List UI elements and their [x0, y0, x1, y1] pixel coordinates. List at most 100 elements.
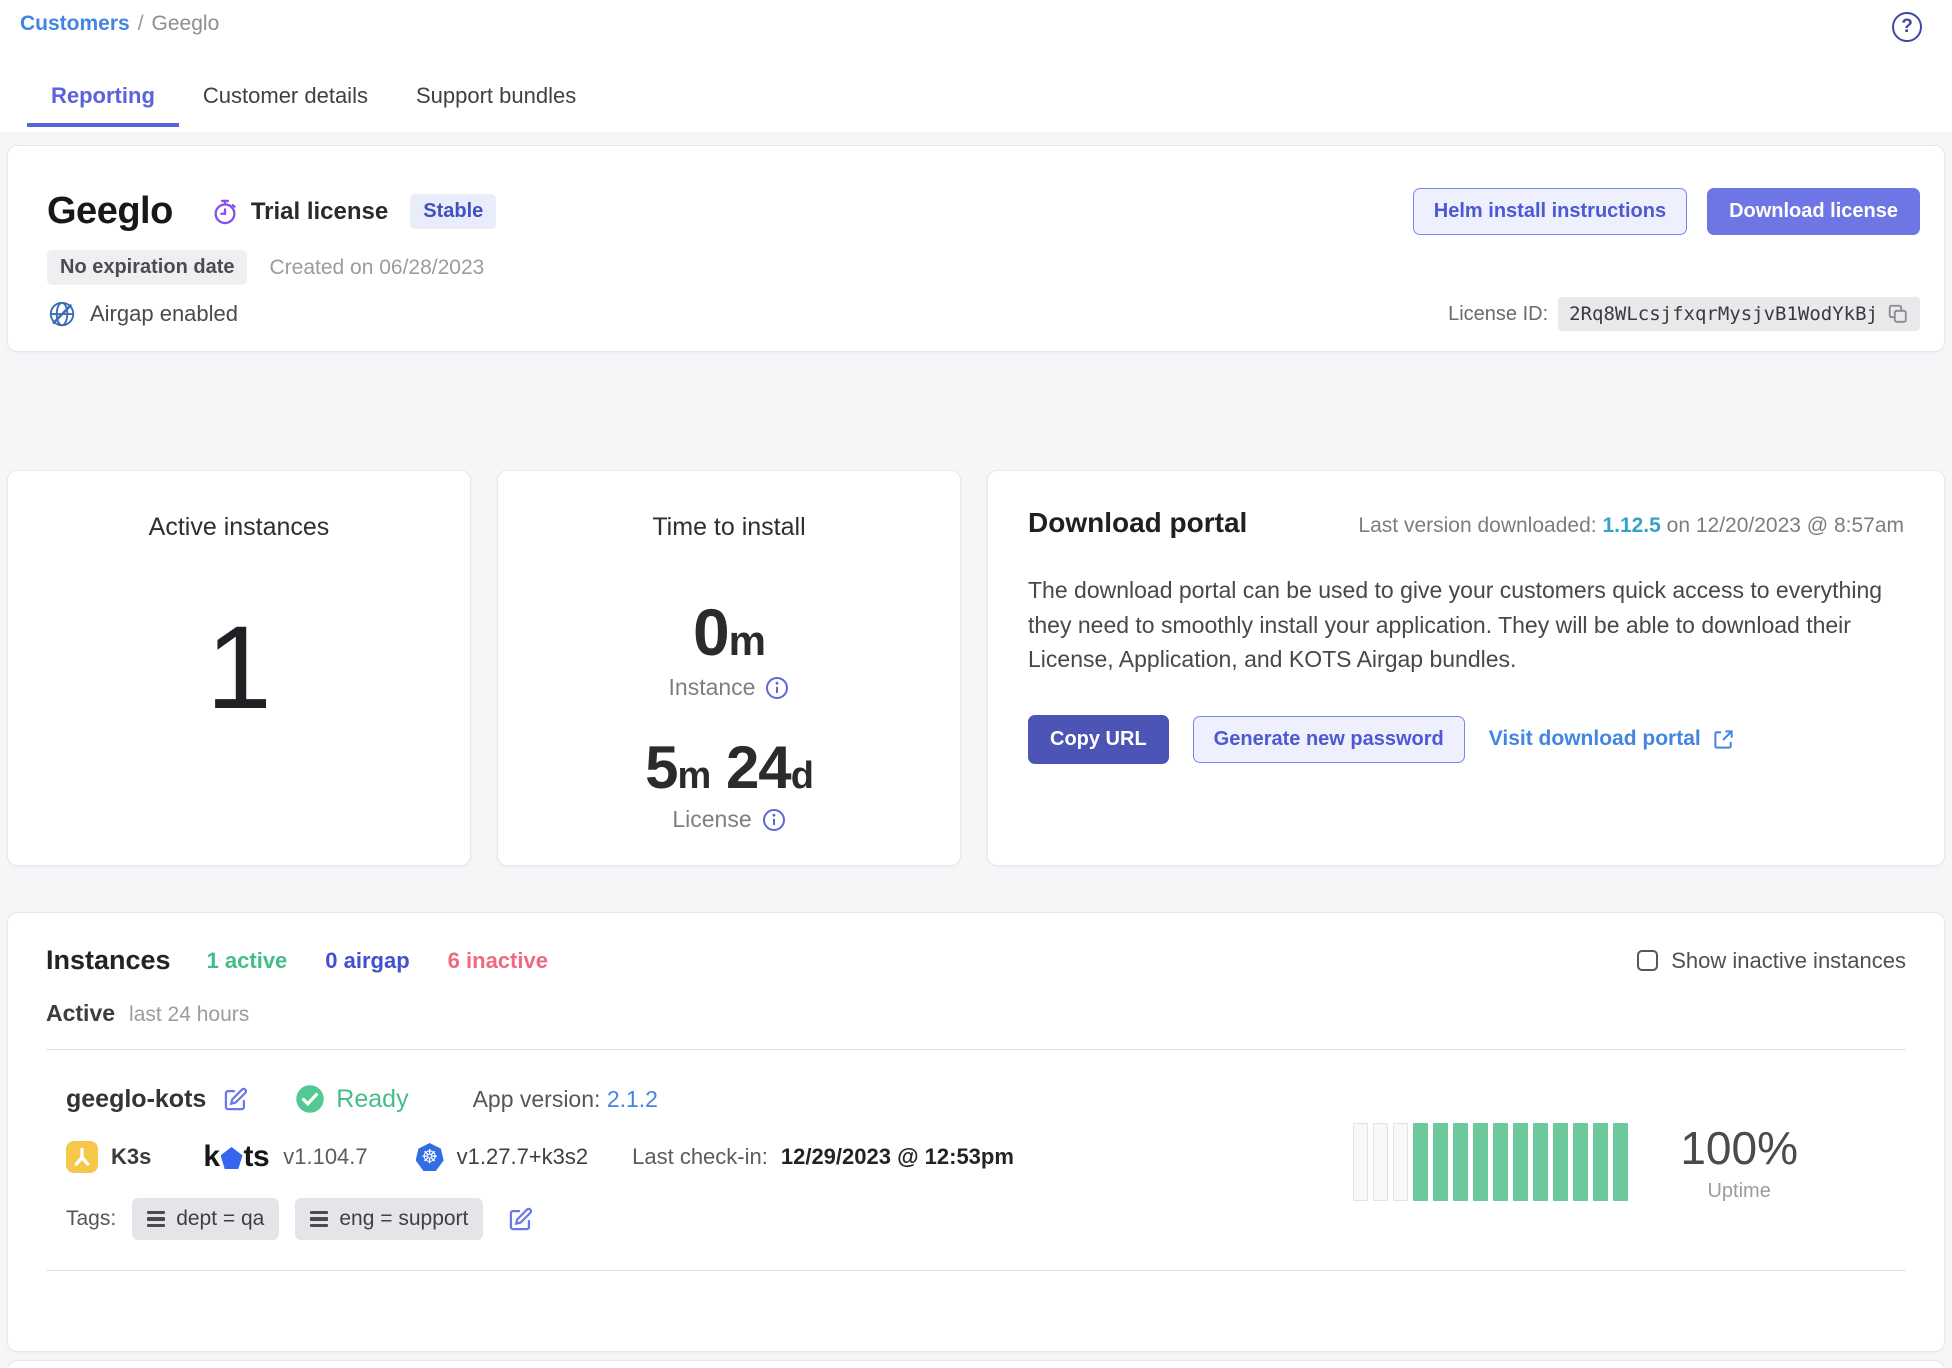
license-install-time: 5m 24d — [645, 734, 814, 801]
uptime-bar-up — [1613, 1123, 1629, 1201]
license-id-chip: 2Rq8WLcsjfxqrMysjvB1WodYkBj — [1558, 297, 1920, 331]
uptime-bar-empty — [1373, 1123, 1389, 1201]
tab-reporting[interactable]: Reporting — [27, 73, 179, 127]
k3s-icon — [66, 1141, 98, 1173]
show-inactive-toggle[interactable]: Show inactive instances — [1637, 948, 1906, 974]
generate-new-password-button[interactable]: Generate new password — [1192, 715, 1465, 763]
active-section-label: Active — [46, 1000, 116, 1026]
breadcrumb-customers-link[interactable]: Customers — [20, 12, 130, 35]
helm-install-instructions-button[interactable]: Helm install instructions — [1412, 188, 1688, 235]
uptime-value: 100% — [1680, 1122, 1798, 1174]
uptime-bar-up — [1533, 1123, 1549, 1201]
help-icon[interactable]: ? — [1892, 12, 1922, 42]
edit-instance-name-icon[interactable] — [222, 1086, 249, 1113]
customer-header-card: Geeglo Trial license Stable Helm install… — [7, 145, 1945, 352]
kots-version: v1.104.7 — [283, 1144, 368, 1169]
tab-customer-details[interactable]: Customer details — [202, 83, 368, 108]
tag-bars-icon — [147, 1210, 166, 1228]
kubernetes-icon: ☸ — [415, 1143, 444, 1171]
uptime-bar-empty — [1393, 1123, 1409, 1201]
instances-title: Instances — [46, 945, 171, 975]
channel-badge: Stable — [410, 194, 497, 229]
instance-row: geeglo-kots Ready App ve — [46, 1050, 1906, 1240]
license-id-value: 2Rq8WLcsjfxqrMysjvB1WodYkBj — [1569, 303, 1878, 325]
visit-download-portal-link[interactable]: Visit download portal — [1489, 727, 1735, 751]
active-instances-value: 1 — [206, 602, 272, 734]
tag-label: dept = qa — [176, 1207, 265, 1230]
info-icon[interactable] — [765, 676, 789, 700]
download-license-button[interactable]: Download license — [1707, 188, 1920, 235]
uptime-bar-up — [1493, 1123, 1509, 1201]
check-circle-icon — [295, 1084, 325, 1114]
license-type: Trial license — [211, 198, 388, 226]
external-link-icon — [1712, 728, 1735, 751]
top-bar: Customers / Geeglo ? Reporting Customer de… — [0, 0, 1952, 132]
uptime-label: Uptime — [1707, 1180, 1771, 1202]
tags-label: Tags: — [66, 1207, 117, 1230]
uptime-bar-up — [1453, 1123, 1469, 1201]
download-portal-title: Download portal — [1028, 507, 1248, 538]
time-to-install-title: Time to install — [652, 513, 806, 541]
copy-icon[interactable] — [1887, 303, 1909, 325]
tag-chip: eng = support — [295, 1198, 484, 1240]
license-type-label: Trial license — [250, 197, 389, 225]
kots-o-glyph — [220, 1147, 243, 1169]
uptime-bar-up — [1513, 1123, 1529, 1201]
instances-card: Instances 1 active 0 airgap 6 inactive S… — [7, 912, 1945, 1352]
uptime-bar-empty — [1353, 1123, 1369, 1201]
instance-status-label: Ready — [336, 1084, 409, 1113]
kots-logo: k ts — [203, 1140, 270, 1173]
active-count: 1 active — [206, 947, 288, 973]
last-checkin-value: 12/29/2023 @ 12:53pm — [780, 1144, 1014, 1169]
tab-bar: Reporting Customer details Support bundl… — [20, 73, 1928, 127]
airgap-label: Airgap enabled — [90, 301, 239, 326]
info-icon[interactable] — [762, 808, 786, 832]
uptime-bars — [1353, 1123, 1629, 1201]
airgap-status: Airgap enabled — [47, 299, 238, 329]
airgap-count: 0 airgap — [325, 947, 410, 973]
uptime-bar-up — [1593, 1123, 1609, 1201]
uptime-bar-up — [1413, 1123, 1429, 1201]
uptime-bar-up — [1573, 1123, 1589, 1201]
uptime-bar-up — [1433, 1123, 1449, 1201]
instance-install-label: Instance — [668, 674, 756, 700]
distribution-label: K3s — [111, 1144, 152, 1169]
instance-name: geeglo-kots — [66, 1084, 207, 1113]
show-inactive-label: Show inactive instances — [1671, 947, 1906, 973]
active-instances-card: Active instances 1 — [7, 470, 471, 866]
show-inactive-checkbox[interactable] — [1637, 950, 1659, 971]
app-version-label: App version: — [472, 1085, 601, 1112]
breadcrumb-separator: / — [137, 12, 144, 35]
edit-tags-icon[interactable] — [507, 1206, 534, 1233]
instance-install-time: 0m — [692, 595, 766, 669]
breadcrumb-current: Geeglo — [151, 12, 220, 35]
tag-chip: dept = qa — [132, 1198, 280, 1240]
globe-slash-icon — [47, 299, 77, 329]
created-date: Created on 06/28/2023 — [269, 255, 485, 279]
app-version-link[interactable]: 2.1.2 — [606, 1085, 658, 1112]
kubernetes-version: v1.27.7+k3s2 — [456, 1144, 589, 1169]
last-version-link[interactable]: 1.12.5 — [1602, 514, 1661, 537]
tag-bars-icon — [310, 1210, 329, 1228]
divider — [46, 1049, 1906, 1050]
license-id-label: License ID: — [1448, 302, 1549, 325]
tab-support-bundles[interactable]: Support bundles — [415, 83, 577, 108]
customer-name: Geeglo — [47, 190, 173, 232]
uptime-bar-up — [1473, 1123, 1489, 1201]
uptime-summary: 100% Uptime — [1680, 1121, 1798, 1203]
download-portal-card: Download portal Last version downloaded:… — [987, 470, 1945, 866]
last-checkin-label: Last check-in: — [632, 1144, 768, 1169]
license-install-label: License — [672, 806, 752, 832]
time-to-install-card: Time to install 0m Instance 5m 24d Licen… — [497, 470, 961, 866]
uptime-bar-up — [1553, 1123, 1569, 1201]
next-card-stub — [7, 1360, 1945, 1368]
divider — [46, 1270, 1906, 1271]
tag-label: eng = support — [339, 1207, 469, 1230]
copy-url-button[interactable]: Copy URL — [1028, 714, 1169, 764]
download-portal-description: The download portal can be used to give … — [1028, 577, 1883, 672]
breadcrumb: Customers / Geeglo — [20, 12, 219, 36]
page-content: Geeglo Trial license Stable Helm install… — [0, 132, 1952, 1368]
active-section-period: last 24 hours — [129, 1003, 250, 1026]
expiration-badge: No expiration date — [47, 250, 248, 285]
trial-timer-icon — [211, 198, 239, 226]
